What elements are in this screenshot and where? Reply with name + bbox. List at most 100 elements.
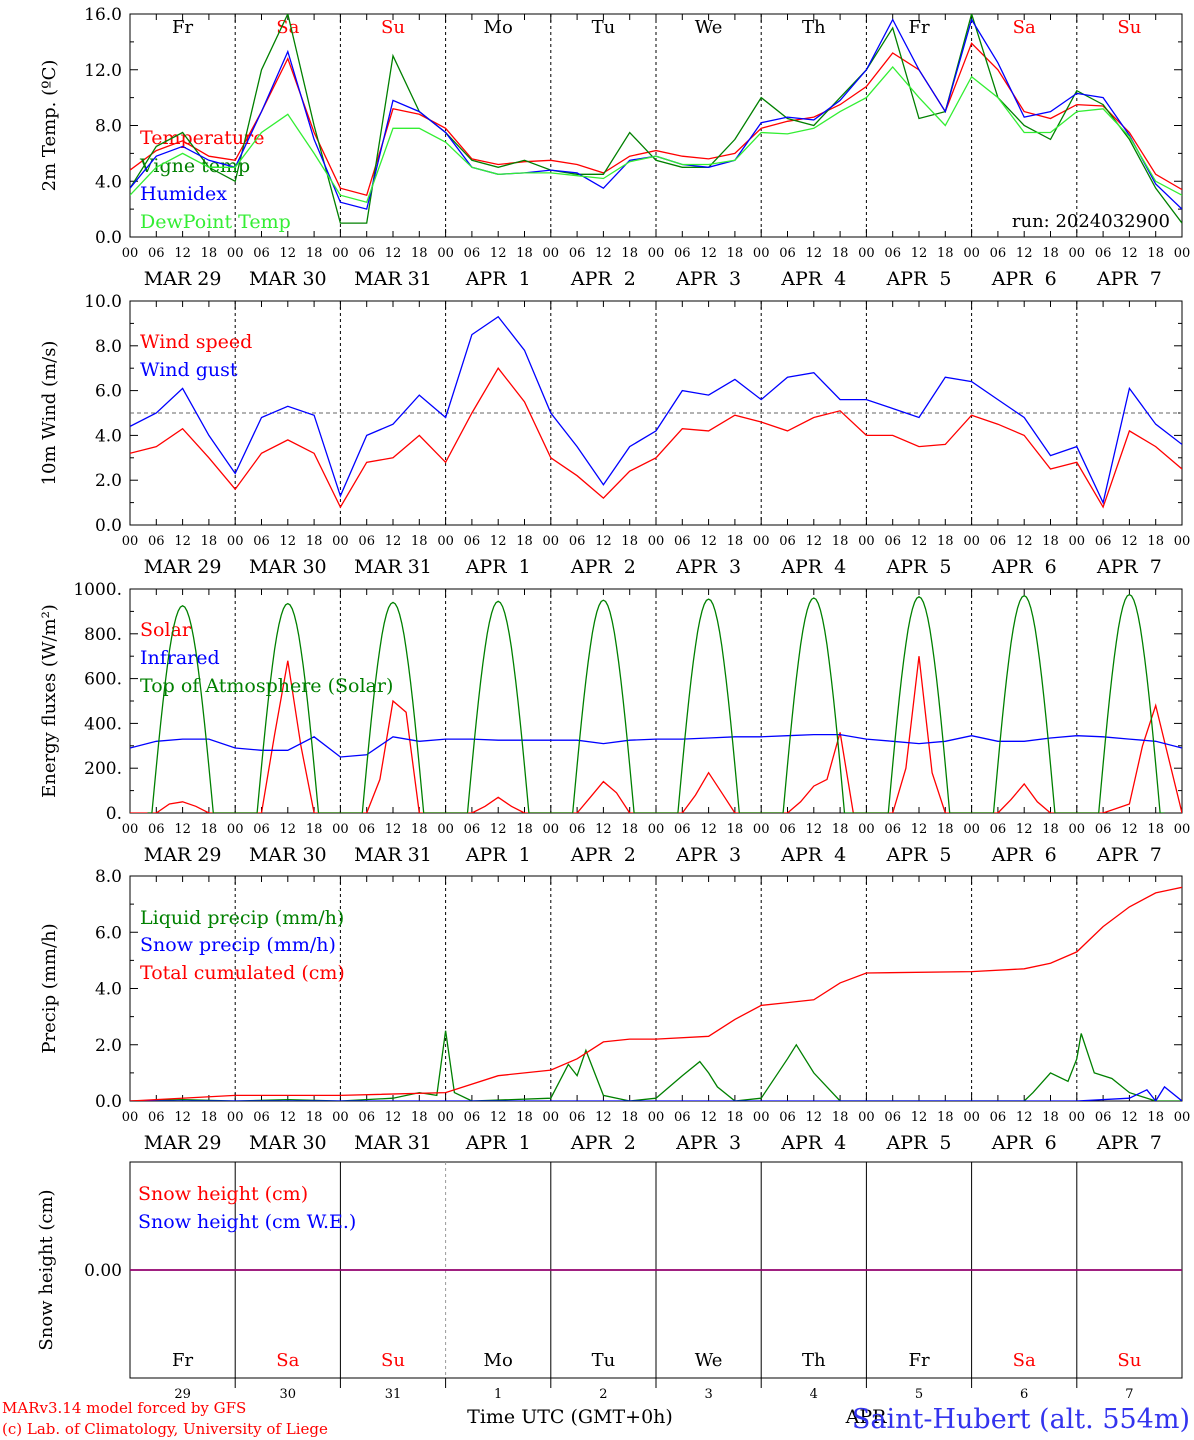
- panel3-date-label: APR 6: [991, 844, 1057, 866]
- panel3-hour-label: 06: [779, 822, 796, 837]
- panel4-ytick-label: 4.0: [95, 980, 122, 1000]
- panel1-hour-label: 06: [358, 246, 375, 261]
- panel1-hour-label: 00: [1174, 246, 1191, 261]
- panel4-hour-label: 00: [753, 1110, 770, 1125]
- panel1-hour-label: 00: [543, 246, 560, 261]
- panel2-ytick-label: 4.0: [95, 426, 122, 446]
- snow-date-number: 5: [915, 1387, 923, 1402]
- panel2-hour-label: 18: [832, 534, 849, 549]
- snow-date-number: 7: [1125, 1387, 1133, 1402]
- panel4-date-label: MAR 30: [249, 1132, 327, 1154]
- panel4-ytick-label: 0.0: [95, 1092, 122, 1112]
- panel1-series-red-line: [130, 42, 1182, 196]
- panel4-hour-label: 12: [700, 1110, 717, 1125]
- panel1-hour-label: 06: [1095, 246, 1112, 261]
- panel4-hour-label: 18: [621, 1110, 638, 1125]
- panel1-hour-label: 06: [884, 246, 901, 261]
- day-name: Su: [381, 17, 405, 38]
- panel2-date-label: APR 3: [675, 556, 741, 578]
- panel3-date-label: MAR 31: [354, 844, 432, 866]
- panel1-hour-label: 00: [437, 246, 454, 261]
- panel4-hour-label: 18: [201, 1110, 218, 1125]
- panel4-ytick-label: 6.0: [95, 923, 122, 943]
- panel4-ytick-label: 8.0: [95, 867, 122, 887]
- panel3-hour-label: 06: [990, 822, 1007, 837]
- panel1-hour-label: 12: [174, 246, 191, 261]
- panel1-series-green-line: [130, 14, 1182, 224]
- snow-day-name: Mo: [484, 1350, 513, 1371]
- panel1-hour-label: 18: [201, 246, 218, 261]
- x-axis-label: Time UTC (GMT+0h): [467, 1406, 673, 1428]
- panel4-hour-label: 06: [569, 1110, 586, 1125]
- panel2-legend-entry: Wind gust: [140, 359, 238, 381]
- panel1-hour-label: 00: [648, 246, 665, 261]
- snow-date-number: 6: [1020, 1387, 1028, 1402]
- snow-day-name: Tu: [592, 1350, 616, 1371]
- panel2-hour-label: 18: [411, 534, 428, 549]
- panel1-ytick-label: 12.0: [84, 61, 122, 81]
- panel3-date-label: MAR 30: [249, 844, 327, 866]
- model-credit: MARv3.14 model forced by GFS: [2, 1399, 246, 1417]
- panel3-date-label: APR 5: [886, 844, 952, 866]
- snow-date-number: 4: [810, 1387, 818, 1402]
- panel4-date-label: APR 1: [465, 1132, 531, 1154]
- panel3-legend-entry: Solar: [140, 619, 192, 641]
- panel1-legend-entry: DewPoint Temp: [140, 211, 291, 233]
- panel2-ytick-label: 0.0: [95, 516, 122, 536]
- day-name: Fr: [908, 17, 929, 38]
- panel3-legend-entry: Infrared: [140, 647, 220, 669]
- snow-date-number: 30: [280, 1387, 297, 1402]
- panel1-hour-label: 12: [700, 246, 717, 261]
- panel2-hour-label: 00: [227, 534, 244, 549]
- panel1-hour-label: 18: [411, 246, 428, 261]
- panel1-legend-entry: Vigne temp: [139, 155, 250, 177]
- day-name: Sa: [276, 17, 299, 38]
- panel3-date-label: MAR 29: [144, 844, 222, 866]
- panel4-date-label: APR 5: [886, 1132, 952, 1154]
- panel2-hour-label: 00: [1174, 534, 1191, 549]
- panel1-hour-label: 12: [490, 246, 507, 261]
- panel3-hour-label: 00: [543, 822, 560, 837]
- panel2-hour-label: 06: [569, 534, 586, 549]
- panel4-hour-label: 00: [543, 1110, 560, 1125]
- panel4-hour-label: 00: [858, 1110, 875, 1125]
- panel2-date-label: APR 7: [1096, 556, 1162, 578]
- panel1-hour-label: 12: [806, 246, 823, 261]
- day-name: Mo: [484, 17, 513, 38]
- panel4-ytick-label: 2.0: [95, 1036, 122, 1056]
- panel2-hour-label: 12: [700, 534, 717, 549]
- panel1-ytick-label: 8.0: [95, 117, 122, 137]
- panel3-hour-label: 18: [201, 822, 218, 837]
- panel4-date-label: APR 4: [780, 1132, 846, 1154]
- panel1-ytick-label: 4.0: [95, 172, 122, 192]
- panel2-hour-label: 06: [148, 534, 165, 549]
- panel2-hour-label: 12: [911, 534, 928, 549]
- panel4-hour-label: 00: [648, 1110, 665, 1125]
- panel4-hour-label: 12: [385, 1110, 402, 1125]
- panel4-hour-label: 12: [595, 1110, 612, 1125]
- panel1-hour-label: 06: [253, 246, 270, 261]
- panel4-hour-label: 06: [884, 1110, 901, 1125]
- panel2-hour-label: 06: [464, 534, 481, 549]
- panel2-hour-label: 12: [280, 534, 297, 549]
- panel3-hour-label: 18: [411, 822, 428, 837]
- panel2-hour-label: 00: [332, 534, 349, 549]
- panel1-hour-label: 12: [595, 246, 612, 261]
- panel2-hour-label: 12: [1121, 534, 1138, 549]
- panel1-hour-label: 00: [753, 246, 770, 261]
- panel4-date-label: APR 3: [675, 1132, 741, 1154]
- panel2-hour-label: 12: [174, 534, 191, 549]
- panel4-legend-entry: Liquid precip (mm/h): [140, 907, 344, 929]
- panel1-hour-label: 06: [779, 246, 796, 261]
- panel1-hour-label: 00: [122, 246, 139, 261]
- snow-day-name: We: [695, 1350, 723, 1371]
- panel3-hour-label: 18: [306, 822, 323, 837]
- panel2-legend-entry: Wind speed: [140, 331, 252, 353]
- panel4-hour-label: 18: [516, 1110, 533, 1125]
- panel2-date-label: APR 1: [465, 556, 531, 578]
- panel2-ylabel: 10m Wind (m/s): [39, 341, 60, 486]
- lab-credit: (c) Lab. of Climatology, University of L…: [2, 1420, 328, 1438]
- panel3-hour-label: 12: [490, 822, 507, 837]
- panel3-hour-label: 00: [963, 822, 980, 837]
- panel1-hour-label: 18: [516, 246, 533, 261]
